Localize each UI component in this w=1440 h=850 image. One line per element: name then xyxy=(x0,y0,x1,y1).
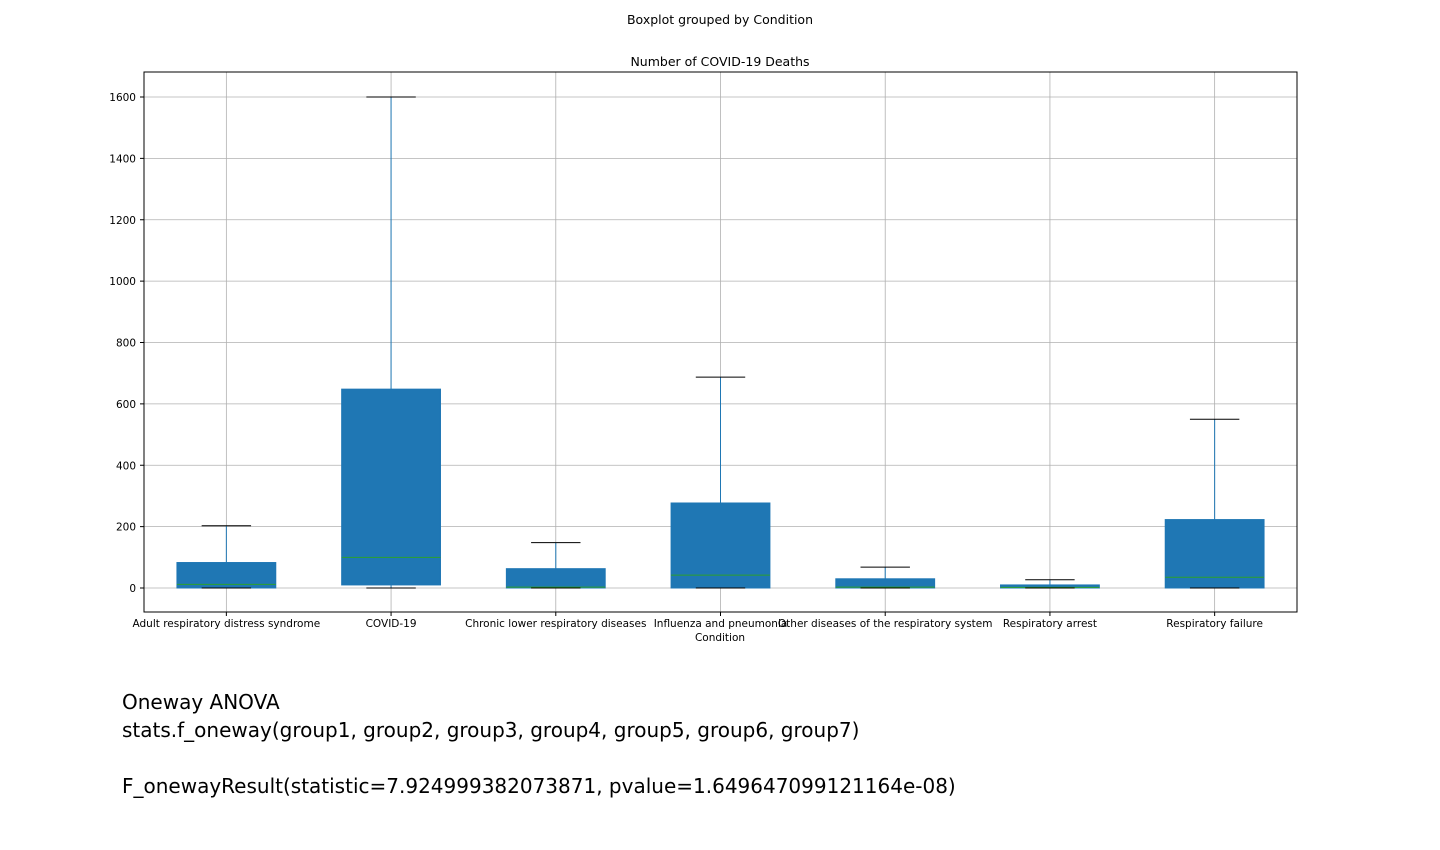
box-1 xyxy=(176,525,277,589)
y-tick-label: 400 xyxy=(116,460,136,472)
box-3 xyxy=(505,542,606,589)
y-tick-label: 1000 xyxy=(109,276,136,288)
box-body xyxy=(670,502,771,589)
box-body xyxy=(341,388,441,586)
anova-output: Oneway ANOVA stats.f_oneway(group1, grou… xyxy=(122,688,1322,800)
x-axis: Adult respiratory distress syndrome COVID… xyxy=(133,612,1263,630)
boxplot-chart: Boxplot grouped by Condition Number of C… xyxy=(109,12,1298,644)
x-axis-label: Condition xyxy=(695,632,745,644)
box-6 xyxy=(1000,579,1100,589)
anova-spacer xyxy=(122,744,1322,772)
x-tick-label: Chronic lower respiratory diseases xyxy=(465,618,646,630)
chart-suptitle: Boxplot grouped by Condition xyxy=(627,12,813,27)
box-body xyxy=(505,568,606,589)
box-7 xyxy=(1164,418,1265,589)
box-4 xyxy=(670,376,771,589)
box-5 xyxy=(835,566,936,589)
y-tick-label: 1400 xyxy=(109,153,136,165)
y-tick-label: 200 xyxy=(116,522,136,534)
x-tick-label: COVID-19 xyxy=(366,618,417,630)
y-tick-label: 600 xyxy=(116,399,136,411)
box-body xyxy=(1164,519,1265,589)
anova-heading: Oneway ANOVA xyxy=(122,690,280,714)
x-tick-label: Adult respiratory distress syndrome xyxy=(133,618,321,630)
y-tick-label: 0 xyxy=(129,583,136,595)
box-body xyxy=(176,562,277,589)
box-2 xyxy=(341,96,441,589)
y-tick-label: 800 xyxy=(116,338,136,350)
y-axis: 0 200 400 600 800 1000 1200 1400 1600 xyxy=(109,92,144,595)
x-tick-label: Influenza and pneumonia xyxy=(654,618,788,630)
anova-code: stats.f_oneway(group1, group2, group3, g… xyxy=(122,718,860,742)
y-tick-label: 1200 xyxy=(109,215,136,227)
y-tick-label: 1600 xyxy=(109,92,136,104)
anova-result: F_onewayResult(statistic=7.9249993820738… xyxy=(122,774,956,798)
x-tick-label: Other diseases of the respiratory system xyxy=(778,618,993,630)
box-series xyxy=(176,96,1265,589)
x-tick-label: Respiratory failure xyxy=(1166,618,1263,630)
x-tick-label: Respiratory arrest xyxy=(1003,618,1097,630)
chart-title: Number of COVID-19 Deaths xyxy=(630,54,809,69)
